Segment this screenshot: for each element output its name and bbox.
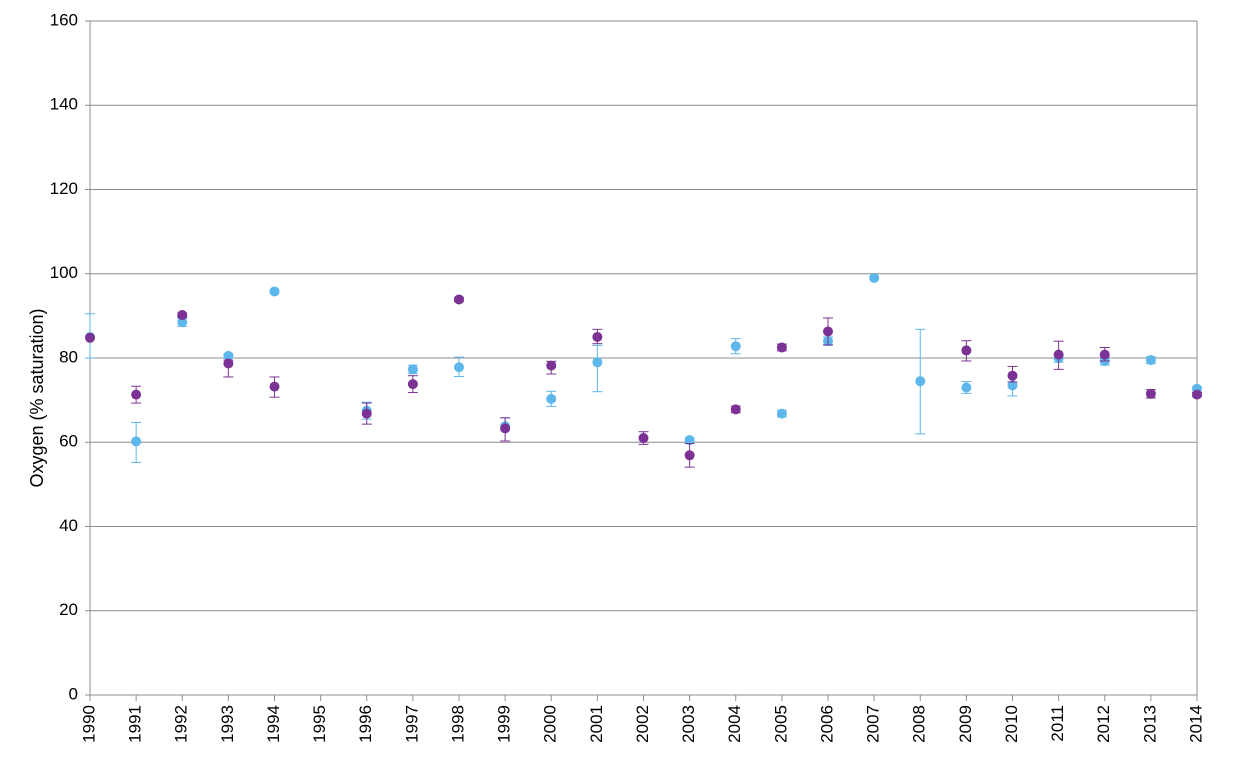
x-tick-label: 1993	[218, 705, 237, 743]
x-tick-labels: 1990 1991 1992 1993 1994 1995 1996 1997 1998 1999…	[79, 705, 1205, 743]
data-point	[730, 341, 741, 352]
x-tick-label: 2009	[956, 705, 975, 743]
data-point	[776, 408, 787, 419]
x-tick-label: 1998	[448, 705, 467, 743]
x-tick-label: 2007	[864, 705, 883, 743]
y-tick-label: 160	[50, 10, 78, 29]
data-point	[961, 382, 972, 393]
data-point	[1007, 370, 1018, 381]
gridlines	[90, 20, 1198, 695]
x-tick-label: 2006	[817, 705, 836, 743]
data-point	[1007, 380, 1018, 391]
x-tick-label: 1999	[495, 705, 514, 743]
x-tick-label: 1990	[79, 705, 98, 743]
x-tick-label: 1996	[356, 705, 375, 743]
x-tick-label: 2013	[1140, 705, 1159, 743]
data-point	[915, 376, 926, 387]
data-points	[85, 272, 1202, 468]
data-point	[177, 310, 188, 321]
data-point	[592, 357, 603, 368]
x-tick-label: 2001	[587, 705, 606, 743]
data-point	[684, 435, 695, 446]
data-point	[454, 362, 464, 373]
data-point	[961, 345, 972, 356]
data-point	[407, 379, 418, 390]
x-tick-label: 2014	[1186, 705, 1205, 743]
data-point	[1053, 349, 1064, 360]
data-point	[269, 286, 280, 297]
data-point	[1099, 349, 1110, 360]
y-tick-label: 20	[59, 600, 78, 619]
data-point	[223, 350, 234, 361]
data-point	[85, 332, 95, 343]
x-tick-label: 1997	[402, 705, 421, 743]
x-tick-label: 2010	[1002, 705, 1021, 743]
x-tick-label: 2004	[725, 705, 744, 743]
data-point	[823, 326, 833, 337]
data-point	[407, 364, 418, 375]
x-tick-label: 1992	[172, 705, 191, 743]
x-tick-label: 2003	[679, 705, 698, 743]
y-tick-label: 120	[50, 179, 78, 198]
x-tick-label: 1991	[126, 705, 145, 743]
data-point	[1145, 388, 1156, 399]
x-tick-label: 2005	[771, 705, 790, 743]
data-point	[131, 436, 142, 447]
data-point	[1145, 355, 1156, 366]
data-point	[454, 294, 464, 305]
data-point	[730, 404, 741, 415]
data-point	[500, 423, 511, 434]
data-point	[546, 393, 557, 404]
data-point	[131, 389, 142, 400]
data-point	[592, 331, 603, 342]
x-tick-label: 2000	[541, 705, 560, 743]
x-tick-label: 1994	[264, 705, 283, 743]
y-tick-label: 140	[50, 95, 78, 114]
series-2	[85, 294, 1202, 468]
y-tick-label: 60	[59, 432, 78, 451]
data-point	[776, 342, 787, 353]
data-point	[1192, 389, 1202, 400]
y-tick-labels: 0 20 40 60 80 100 120 140 160	[50, 10, 78, 703]
y-axis-label: Oxygen (% saturation)	[27, 308, 47, 487]
data-point	[684, 450, 695, 461]
y-tick-label: 0	[69, 684, 78, 703]
axes	[85, 20, 1198, 701]
data-point	[638, 433, 649, 444]
data-point	[869, 272, 880, 283]
data-point	[546, 360, 557, 371]
x-tick-label: 1995	[310, 705, 329, 743]
y-tick-label: 100	[50, 263, 78, 282]
data-point	[269, 381, 280, 392]
x-tick-label: 2012	[1094, 705, 1113, 743]
x-tick-label: 2011	[1048, 705, 1067, 742]
data-point	[361, 408, 372, 419]
y-tick-label: 80	[59, 347, 78, 366]
data-point	[223, 358, 234, 369]
x-tick-label: 2002	[633, 705, 652, 743]
x-tick-label: 2008	[910, 705, 929, 743]
data-point	[177, 317, 188, 328]
y-tick-label: 40	[59, 516, 78, 535]
